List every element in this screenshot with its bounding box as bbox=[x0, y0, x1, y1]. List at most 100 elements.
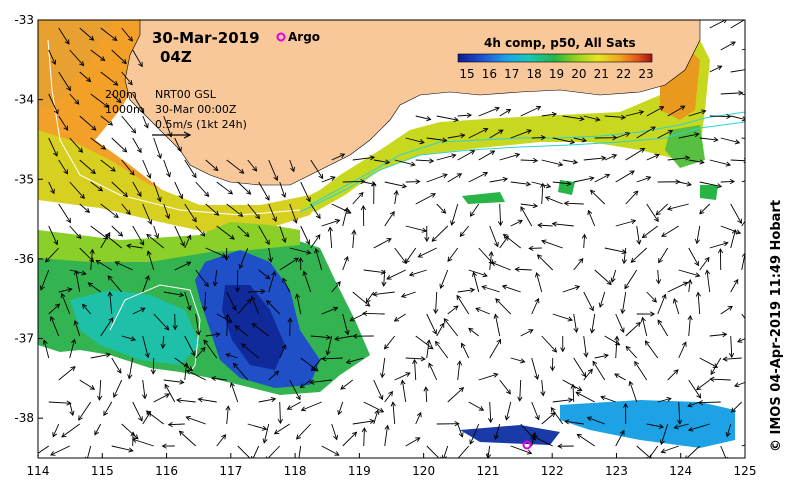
current-arrow bbox=[436, 203, 447, 214]
current-arrow bbox=[709, 332, 728, 338]
current-arrow bbox=[48, 49, 57, 66]
colorbar-tick-label: 19 bbox=[549, 67, 564, 81]
current-arrow bbox=[310, 234, 321, 249]
current-arrow bbox=[373, 409, 380, 425]
current-arrow bbox=[205, 247, 227, 258]
current-arrow bbox=[331, 203, 352, 214]
current-arrow bbox=[111, 49, 127, 65]
current-arrow bbox=[573, 137, 587, 143]
current-arrow bbox=[447, 247, 459, 263]
current-arrow bbox=[709, 20, 727, 29]
current-arrow bbox=[44, 247, 60, 263]
current-arrow bbox=[394, 159, 416, 167]
current-arrow bbox=[142, 379, 148, 400]
current-arrow bbox=[752, 21, 769, 28]
current-arrow bbox=[384, 211, 395, 227]
current-arrow bbox=[184, 234, 192, 249]
current-arrow bbox=[142, 115, 149, 129]
sst-offshore-patch-1 bbox=[462, 192, 505, 204]
contour-200-label: 200m bbox=[105, 88, 137, 101]
current-arrow bbox=[562, 159, 579, 165]
current-arrow bbox=[412, 358, 418, 381]
current-arrow bbox=[720, 178, 736, 185]
contour-1000-label: 1000m bbox=[105, 103, 144, 116]
current-arrow bbox=[111, 445, 134, 453]
current-arrow bbox=[709, 159, 732, 167]
current-arrow bbox=[100, 71, 119, 86]
current-arrow bbox=[226, 159, 245, 174]
colorbar-tick-label: 16 bbox=[482, 67, 497, 81]
current-arrow bbox=[563, 200, 584, 206]
current-arrow bbox=[475, 307, 490, 315]
current-arrow bbox=[499, 152, 521, 161]
current-arrow bbox=[752, 199, 763, 204]
current-arrow bbox=[279, 225, 287, 244]
current-arrow bbox=[604, 154, 618, 161]
current-arrow bbox=[423, 386, 429, 403]
current-arrow bbox=[657, 396, 672, 403]
current-arrow bbox=[258, 269, 271, 280]
current-arrow bbox=[52, 423, 60, 438]
x-tick-label: 120 bbox=[412, 464, 435, 478]
argo-float-marker[interactable] bbox=[522, 440, 532, 450]
current-arrow bbox=[709, 376, 731, 382]
current-arrow bbox=[58, 366, 76, 381]
current-arrow bbox=[361, 427, 367, 447]
current-arrow bbox=[226, 203, 244, 217]
current-arrow bbox=[478, 150, 496, 161]
current-arrow bbox=[730, 115, 745, 122]
current-arrow bbox=[114, 261, 133, 271]
current-arrow bbox=[586, 416, 605, 425]
current-arrow bbox=[69, 93, 80, 105]
current-arrow bbox=[657, 129, 674, 139]
current-arrow bbox=[741, 313, 745, 320]
current-arrow bbox=[247, 159, 258, 172]
current-arrow bbox=[752, 116, 773, 121]
x-tick-label: 114 bbox=[27, 464, 50, 478]
current-arrow bbox=[111, 225, 124, 237]
current-arrow bbox=[352, 191, 364, 205]
current-arrow bbox=[202, 291, 208, 312]
current-arrow bbox=[342, 313, 350, 336]
current-arrow bbox=[79, 203, 91, 213]
current-arrow bbox=[121, 115, 137, 134]
current-arrow bbox=[436, 421, 460, 427]
current-arrow bbox=[360, 205, 366, 227]
current-arrow bbox=[205, 203, 220, 216]
current-arrow bbox=[615, 313, 625, 333]
current-arrow bbox=[79, 379, 96, 390]
current-arrow bbox=[583, 291, 594, 312]
current-arrow bbox=[678, 181, 692, 187]
sst-west-lightgreen bbox=[38, 222, 300, 262]
current-arrow bbox=[73, 320, 81, 337]
current-arrow bbox=[704, 269, 711, 293]
current-arrow bbox=[657, 293, 667, 315]
current-arrow bbox=[153, 225, 160, 239]
colorbar-tick-label: 22 bbox=[616, 67, 631, 81]
current-arrow bbox=[145, 410, 164, 425]
current-arrow bbox=[100, 317, 114, 337]
current-arrow bbox=[646, 203, 659, 223]
current-arrow bbox=[258, 225, 270, 246]
current-arrow bbox=[373, 238, 392, 249]
current-arrow bbox=[443, 318, 459, 337]
current-arrow bbox=[687, 423, 710, 432]
current-arrow bbox=[544, 196, 563, 205]
current-arrow bbox=[258, 181, 270, 201]
current-arrow bbox=[520, 329, 534, 337]
current-arrow bbox=[562, 115, 585, 122]
current-arrow bbox=[163, 159, 171, 178]
current-arrow bbox=[268, 203, 277, 223]
current-arrow bbox=[268, 270, 277, 293]
current-arrow bbox=[153, 137, 162, 159]
current-arrow bbox=[688, 247, 699, 267]
current-arrow bbox=[87, 282, 101, 293]
current-arrow bbox=[646, 291, 657, 303]
current-arrow bbox=[299, 379, 311, 389]
current-arrow bbox=[457, 287, 476, 293]
current-arrow bbox=[552, 180, 572, 187]
current-arrow bbox=[730, 203, 742, 225]
current-arrow bbox=[405, 437, 421, 447]
current-arrow bbox=[667, 281, 689, 293]
current-arrow bbox=[720, 137, 741, 145]
